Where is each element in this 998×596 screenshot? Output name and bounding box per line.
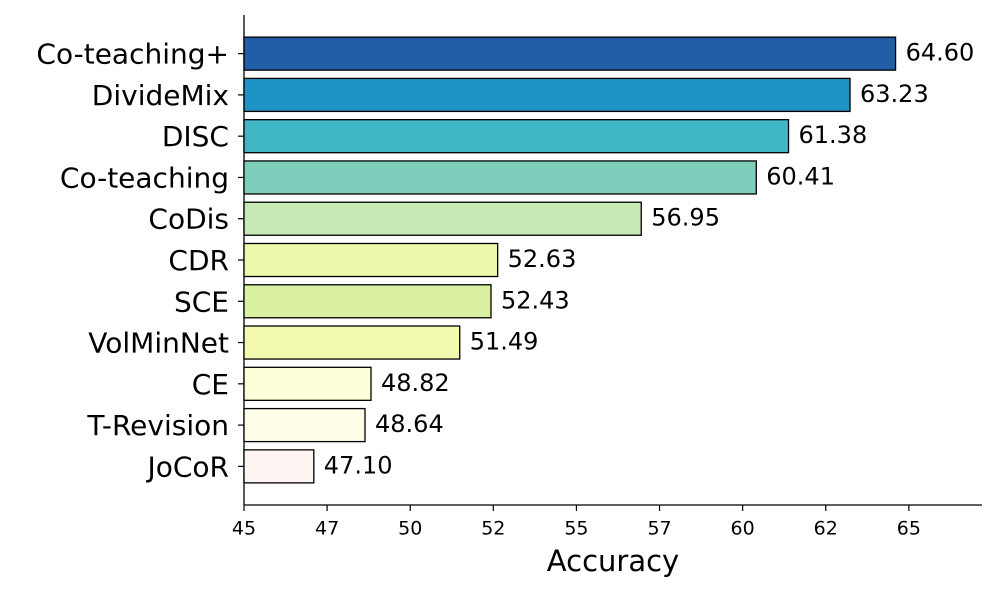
y-tick-label: VolMinNet: [88, 327, 229, 360]
value-label: 52.43: [501, 286, 570, 314]
value-label: 56.95: [651, 204, 720, 232]
y-tick-label: T-Revision: [86, 409, 229, 442]
x-tick-label: 65: [897, 518, 921, 540]
bar: [243, 366, 372, 401]
y-tick-label: CE: [192, 368, 229, 401]
bar: [243, 449, 315, 484]
bar: [243, 36, 897, 71]
value-label: 48.82: [381, 369, 450, 397]
bar: [243, 201, 642, 236]
value-label: 60.41: [766, 162, 835, 190]
y-tick-label: CoDis: [148, 203, 229, 236]
x-tick-label: 60: [731, 518, 755, 540]
bar: [243, 160, 757, 195]
value-label: 61.38: [799, 121, 868, 149]
y-tick-label: JoCoR: [145, 450, 229, 483]
x-tick-label: 45: [232, 518, 256, 540]
y-tick-label: Co-teaching: [60, 161, 229, 194]
value-label: 48.64: [375, 410, 444, 438]
y-tick-label: SCE: [174, 285, 229, 318]
bar: [243, 119, 790, 154]
y-tick-label: CDR: [168, 244, 229, 277]
bar: [243, 284, 492, 319]
x-tick-label: 57: [647, 518, 671, 540]
y-tick-label: DISC: [162, 120, 229, 153]
bar: [243, 325, 461, 360]
bar: [243, 242, 499, 278]
value-label: 47.10: [324, 451, 393, 479]
x-tick-label: 52: [481, 518, 505, 540]
value-label: 52.63: [508, 245, 577, 273]
x-tick-label: 55: [564, 518, 588, 540]
value-label: 51.49: [470, 328, 539, 356]
x-tick-label: 62: [814, 518, 838, 540]
x-tick-label: 50: [398, 518, 422, 540]
y-tick-label: Co-teaching+: [36, 38, 229, 71]
x-axis-label: Accuracy: [547, 544, 679, 578]
y-tick-label: DivideMix: [92, 79, 229, 112]
bar: [243, 407, 366, 443]
value-label: 64.60: [906, 39, 975, 67]
x-tick-label: 47: [315, 518, 339, 540]
bar: [243, 77, 851, 113]
value-label: 63.23: [860, 80, 929, 108]
